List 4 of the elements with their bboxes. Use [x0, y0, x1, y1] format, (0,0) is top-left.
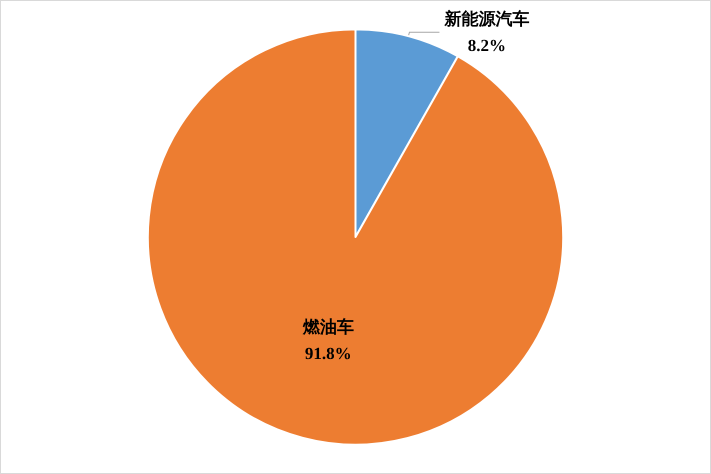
data-label: 91.8% [304, 344, 352, 363]
slice-label: 新能源汽车 [443, 9, 530, 30]
slice-label: 燃油车 [302, 317, 354, 338]
data-label: 8.2% [468, 36, 506, 55]
